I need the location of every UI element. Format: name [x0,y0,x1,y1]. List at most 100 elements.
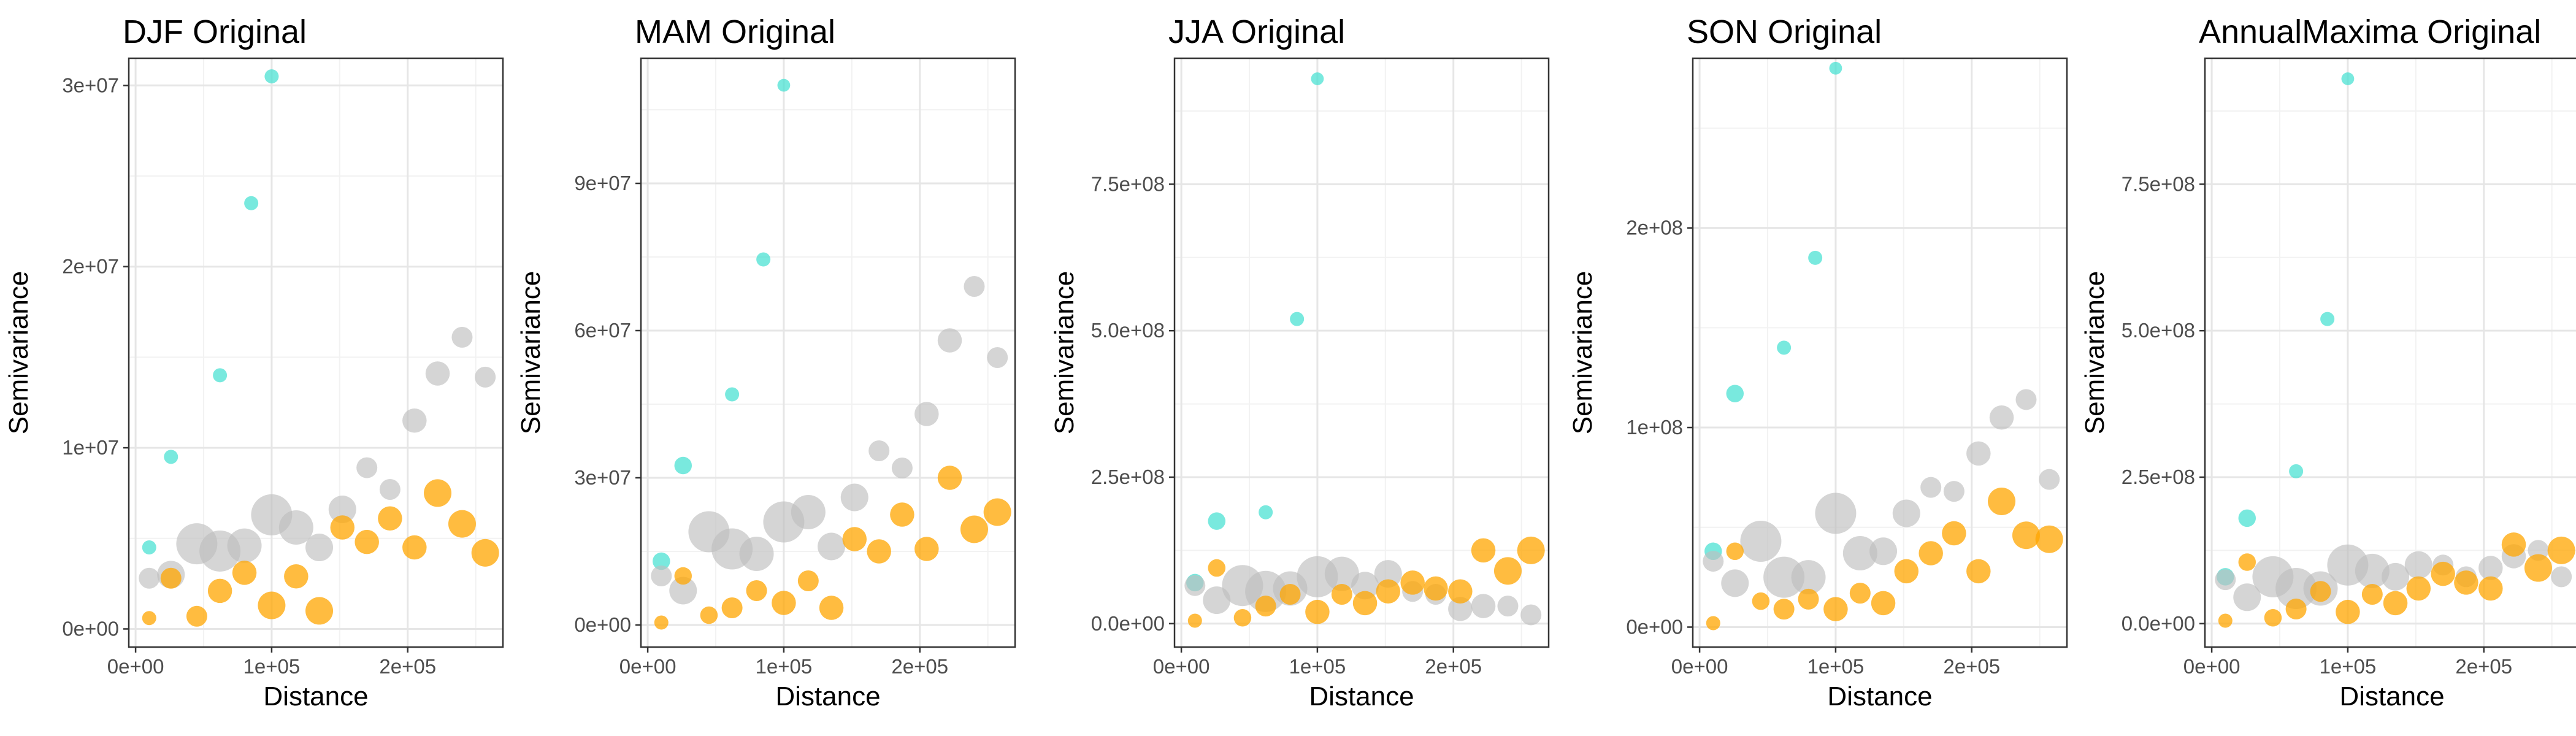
orange-point [1894,559,1919,584]
orange-point [890,502,914,527]
grey-point [1892,499,1920,527]
grey-point [1497,596,1519,617]
y-axis-title: Semivariance [516,271,546,435]
panel-title: DJF Original [123,13,307,50]
turquoise-point [2238,509,2256,527]
grey-point [305,534,334,562]
orange-point [674,567,692,585]
y-tick-label: 2.5e+08 [2122,466,2195,488]
orange-point [160,567,182,589]
orange-point [1187,613,1202,628]
orange-point [1919,541,1943,565]
orange-point [2501,532,2526,557]
orange-point [2285,598,2307,619]
orange-point [1448,579,1473,604]
y-axis-title: Semivariance [2080,271,2110,435]
orange-point [402,535,427,560]
grey-point [1351,572,1379,600]
orange-point [1400,570,1425,595]
orange-point [1871,591,1896,616]
orange-point [2238,553,2256,571]
orange-point [914,537,939,561]
y-axis-title: Semivariance [1568,271,1598,435]
y-tick-label: 9e+07 [574,172,631,194]
orange-point [2454,570,2478,595]
grey-point [891,458,913,478]
orange-point [1752,592,1770,610]
grey-point [2404,551,2432,579]
orange-point [1424,576,1448,601]
y-axis-title: Semivariance [1049,271,1079,435]
grey-point [475,366,496,388]
panel-title: SON Original [1687,13,1882,50]
orange-point [355,529,379,554]
y-tick-label: 1e+08 [1626,416,1683,439]
y-tick-label: 2e+07 [62,255,119,278]
grey-point [1520,604,1542,626]
orange-point [284,564,309,589]
x-tick-label: 1e+05 [1807,655,1865,678]
y-tick-label: 5.0e+08 [2122,319,2195,342]
grey-point [356,457,378,478]
grey-point [1815,493,1857,534]
orange-point [1331,584,1352,605]
grey-point [1842,536,1877,571]
x-tick-label: 1e+05 [243,655,301,678]
grey-point [2015,389,2037,410]
grey-point [2355,553,2390,588]
chart-panel-1: 0e+00 1e+05 2e+05 0e+00 1e+07 2e+07 3e+07 DJF O… [4,13,504,711]
grey-point [669,577,697,605]
x-tick-label: 2e+05 [2455,655,2512,678]
y-tick-label: 0.0e+00 [1091,612,1165,635]
plot-area [1175,58,1549,647]
grey-point [1791,560,1826,595]
grey-point [278,510,313,545]
orange-point [1493,557,1522,585]
grey-point [1763,556,1805,598]
orange-point [2012,521,2040,550]
y-tick-label: 3e+07 [62,74,119,96]
orange-point [1517,536,1545,564]
y-tick-label: 0e+00 [62,617,119,640]
y-tick-label: 0.0e+00 [2122,612,2195,635]
turquoise-point [164,450,178,464]
orange-point [1706,616,1720,631]
grey-point [791,495,826,529]
y-tick-label: 7.5e+08 [1091,172,1165,195]
orange-point [772,591,796,615]
grey-point [328,496,356,524]
y-tick-label: 5.0e+08 [1091,319,1165,342]
turquoise-point [1777,340,1792,355]
grey-point [2039,469,2060,490]
orange-point [1942,521,1966,546]
y-tick-label: 2e+08 [1626,217,1683,239]
turquoise-point [1311,72,1324,85]
x-tick-label: 0e+00 [1671,655,1728,678]
grey-point [964,276,985,297]
panel-title: JJA Original [1168,13,1345,50]
grey-point [651,565,672,586]
turquoise-point [213,368,228,383]
turquoise-point [264,69,279,84]
x-tick-label: 0e+00 [1153,655,1210,678]
grey-point [937,328,962,353]
y-tick-label: 3e+07 [574,466,631,489]
grey-point [1740,521,1782,562]
orange-point [654,615,669,630]
orange-point [1798,588,1819,610]
orange-point [1352,591,1378,616]
turquoise-point [756,252,771,267]
turquoise-point [2320,312,2335,326]
panel-border [128,57,504,648]
orange-point [1279,584,1301,605]
orange-point [1305,599,1330,624]
y-axis-title: Semivariance [4,271,34,435]
y-tick-label: 1e+07 [62,436,119,459]
x-tick-label: 0e+00 [619,655,677,678]
orange-point [305,597,334,625]
orange-point [258,591,286,619]
y-tick-label: 2.5e+08 [1091,466,1165,488]
grey-point [1989,405,2014,430]
grey-point [1721,569,1749,597]
